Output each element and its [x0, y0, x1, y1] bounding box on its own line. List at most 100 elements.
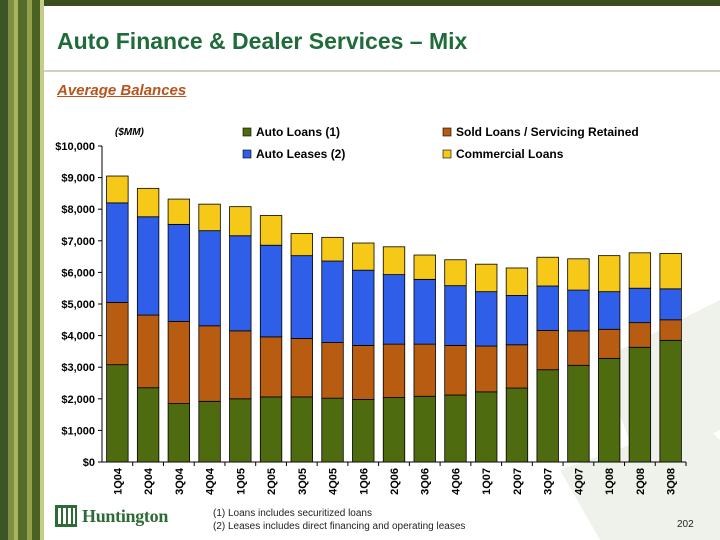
legend-label: Commercial Loans [456, 147, 564, 161]
x-tick-label: 3Q04 [174, 467, 186, 495]
y-tick-label: $6,000 [61, 267, 95, 279]
bar-auto-leases-3Q08 [659, 288, 682, 321]
x-tick-label: 3Q08 [666, 468, 678, 495]
bar-auto-loans-2Q07 [505, 387, 529, 463]
bar-auto-leases-1Q08 [598, 291, 621, 330]
legend-label: Auto Leases (2) [256, 147, 345, 161]
x-tick-label: 1Q04 [112, 467, 124, 495]
bar-sold-loans-4Q06 [444, 344, 467, 396]
y-tick-label: $7,000 [61, 236, 95, 248]
x-tick-label: 1Q06 [358, 468, 370, 495]
bar-auto-leases-4Q05 [321, 260, 344, 343]
huntington-logo-text: Huntington [82, 506, 169, 526]
y-tick-label: $1,000 [61, 425, 95, 437]
bar-commercial-loans-3Q08 [659, 253, 682, 290]
bar-auto-loans-3Q08 [659, 339, 682, 463]
bar-auto-loans-1Q08 [598, 357, 621, 463]
bar-commercial-loans-2Q04 [136, 187, 160, 218]
y-tick-label: $9,000 [61, 173, 95, 185]
x-tick-label: 4Q07 [573, 468, 585, 495]
bar-sold-loans-1Q04 [106, 302, 129, 366]
bar-commercial-loans-3Q04 [167, 198, 191, 225]
bar-commercial-loans-4Q05 [321, 236, 344, 262]
x-tick-label: 1Q07 [481, 468, 493, 495]
y-tick-label: $10,000 [55, 141, 95, 153]
bar-sold-loans-2Q05 [259, 336, 283, 398]
page-subtitle: Average Balances [57, 82, 187, 99]
bar-commercial-loans-1Q07 [475, 263, 498, 293]
bar-auto-leases-2Q07 [505, 295, 529, 346]
bar-auto-loans-3Q05 [290, 396, 313, 463]
x-tick-label: 2Q04 [143, 467, 155, 495]
bar-commercial-loans-4Q04 [198, 203, 221, 232]
bar-sold-loans-2Q06 [382, 343, 406, 398]
x-tick-label: 3Q05 [297, 468, 309, 495]
bar-commercial-loans-2Q07 [505, 267, 529, 296]
x-tick-label: 3Q07 [543, 468, 555, 495]
page-title: Auto Finance & Dealer Services – Mix [57, 28, 468, 54]
bar-auto-loans-3Q07 [536, 369, 559, 463]
bar-commercial-loans-4Q06 [444, 259, 467, 287]
y-tick-label: $8,000 [61, 204, 95, 216]
bar-sold-loans-3Q06 [413, 343, 436, 397]
bar-auto-leases-2Q06 [382, 274, 406, 345]
y-tick-label: $2,000 [61, 394, 95, 406]
bar-auto-leases-4Q07 [567, 289, 590, 332]
bar-commercial-loans-3Q07 [536, 256, 559, 287]
legend-swatch [442, 149, 452, 159]
bar-auto-leases-4Q06 [444, 285, 467, 346]
bar-sold-loans-3Q08 [659, 319, 682, 341]
bar-auto-leases-4Q04 [198, 230, 221, 327]
bar-auto-loans-1Q05 [229, 398, 252, 463]
x-tick-label: 2Q07 [512, 468, 524, 495]
bar-auto-leases-1Q04 [106, 202, 129, 303]
bar-auto-leases-3Q04 [167, 223, 191, 322]
decorative-left-band [0, 0, 44, 540]
bar-sold-loans-4Q07 [567, 330, 590, 366]
footnote-1: (1) Loans includes securitized loans [213, 508, 372, 519]
huntington-logo-mark [55, 505, 77, 527]
bar-sold-loans-2Q08 [628, 322, 652, 348]
bar-commercial-loans-3Q06 [413, 254, 436, 280]
bar-sold-loans-4Q05 [321, 342, 344, 399]
legend-swatch [442, 127, 452, 137]
title-divider [44, 70, 720, 72]
legend-label: Auto Loans (1) [256, 125, 340, 139]
bar-sold-loans-1Q08 [598, 328, 621, 359]
bar-sold-loans-3Q05 [290, 338, 313, 398]
title-top-rule [44, 0, 720, 6]
bar-sold-loans-2Q07 [505, 344, 529, 389]
bar-commercial-loans-2Q05 [259, 215, 283, 246]
legend-swatch [242, 127, 252, 137]
bar-sold-loans-3Q04 [167, 320, 191, 404]
bar-auto-loans-2Q05 [259, 396, 283, 463]
page-number: 202 [677, 519, 694, 530]
bar-sold-loans-1Q05 [229, 330, 252, 400]
bar-commercial-loans-2Q06 [382, 246, 406, 276]
bar-auto-loans-3Q04 [167, 403, 191, 463]
x-tick-label: 3Q06 [420, 468, 432, 495]
bar-auto-loans-4Q04 [198, 400, 221, 463]
unit-label: ($MM) [115, 127, 145, 138]
bar-auto-leases-3Q06 [413, 278, 436, 345]
bar-auto-loans-2Q06 [382, 397, 406, 463]
bar-sold-loans-1Q06 [352, 344, 375, 400]
bar-commercial-loans-1Q08 [598, 255, 621, 293]
y-tick-label: $5,000 [61, 299, 95, 311]
bar-auto-loans-4Q06 [444, 394, 467, 463]
bar-auto-leases-2Q05 [259, 244, 283, 338]
bar-commercial-loans-1Q05 [229, 206, 252, 237]
legend-swatch [242, 149, 252, 159]
bar-auto-loans-3Q06 [413, 395, 436, 463]
legend-label: Sold Loans / Servicing Retained [456, 125, 639, 139]
y-tick-label: $4,000 [61, 331, 95, 343]
bar-auto-loans-2Q08 [628, 346, 652, 463]
bar-sold-loans-2Q04 [136, 314, 160, 389]
bar-auto-loans-1Q04 [106, 364, 129, 463]
bar-auto-leases-3Q07 [536, 285, 559, 331]
x-tick-label: 4Q06 [450, 468, 462, 495]
bar-auto-loans-4Q05 [321, 397, 344, 463]
bar-auto-loans-1Q06 [352, 399, 375, 463]
bar-auto-leases-3Q05 [290, 255, 313, 339]
x-tick-label: 4Q04 [205, 467, 217, 495]
